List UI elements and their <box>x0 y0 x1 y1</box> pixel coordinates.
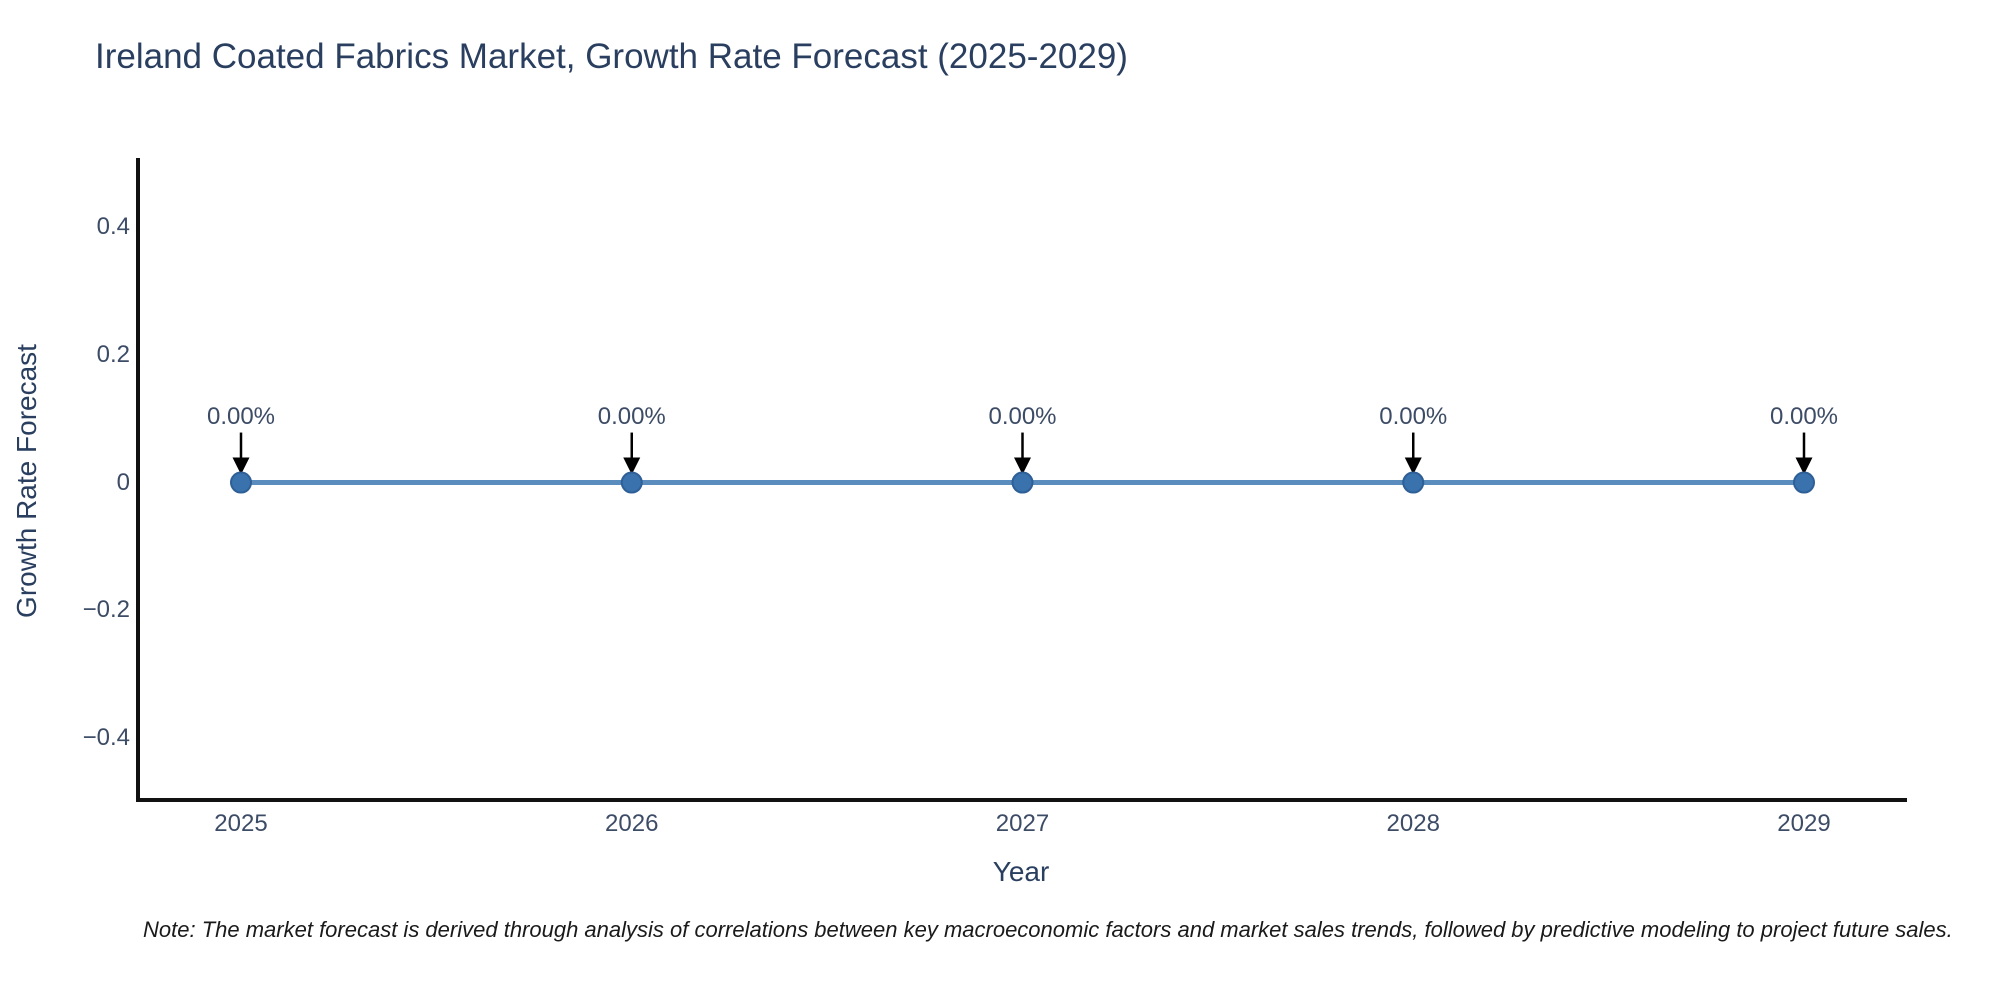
x-axis-line <box>136 798 1907 802</box>
annotation-arrow-head <box>1795 457 1813 475</box>
chart-title: Ireland Coated Fabrics Market, Growth Ra… <box>95 37 1128 76</box>
data-point[interactable] <box>620 471 643 494</box>
y-tick-label: 0 <box>116 468 130 496</box>
annotation-arrow-head <box>623 457 641 475</box>
x-tick-label: 2027 <box>995 810 1050 837</box>
y-axis-line <box>136 158 140 802</box>
x-tick-label: 2028 <box>1386 810 1440 837</box>
annotation-arrow-head <box>1014 457 1031 475</box>
x-tick-label: 2025 <box>214 810 268 837</box>
plot-area[interactable] <box>140 158 1905 802</box>
y-tick-label: 0.2 <box>96 340 130 368</box>
y-tick-label: −0.4 <box>82 724 130 752</box>
line-series-canvas <box>230 432 1815 494</box>
x-tick-label: 2029 <box>1777 810 1831 837</box>
x-axis-title: Year <box>992 856 1050 887</box>
annotation-arrow-head <box>1404 457 1422 475</box>
y-tick-label: −0.2 <box>82 596 130 624</box>
data-point-annotation: 0.00% <box>988 402 1057 430</box>
y-tick-label: 0.4 <box>96 213 130 240</box>
footnote: Note: The market forecast is derived thr… <box>143 917 1953 942</box>
data-point[interactable] <box>230 471 252 494</box>
data-point[interactable] <box>1402 471 1425 494</box>
data-point-annotation: 0.00% <box>1769 402 1839 430</box>
annotation-arrow-head <box>232 457 250 475</box>
data-point-annotation: 0.00% <box>597 402 666 430</box>
x-tick-label: 2026 <box>605 810 659 837</box>
data-point[interactable] <box>1011 471 1034 494</box>
data-point-annotation: 0.00% <box>1379 402 1448 430</box>
y-axis-title: Growth Rate Forecast <box>11 344 42 618</box>
data-point-annotation: 0.00% <box>206 402 276 430</box>
data-point[interactable] <box>1793 471 1815 494</box>
